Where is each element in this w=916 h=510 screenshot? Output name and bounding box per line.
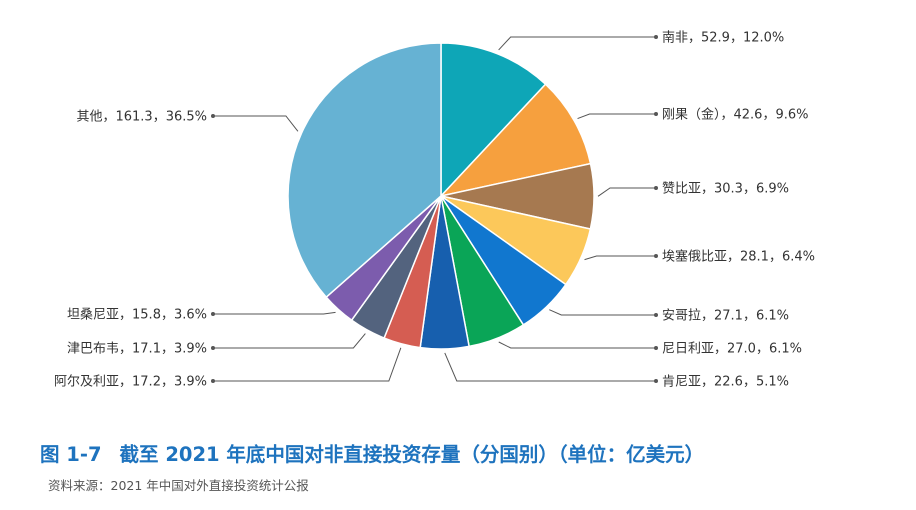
leader-line-1 <box>498 36 656 51</box>
leader-line-10 <box>213 311 336 315</box>
slice-label-3: 赞比亚，30.3，6.9% <box>662 182 789 197</box>
slice-label-11: 其他，161.3，36.5% <box>76 110 207 125</box>
leader-dot-11 <box>211 114 215 118</box>
figure-source: 资料来源：2021 年中国对外直接投资统计公报 <box>48 478 309 493</box>
slice-label-2: 刚果（金），42.6，9.6% <box>662 107 808 123</box>
leader-line-11 <box>213 115 299 132</box>
leader-line-6 <box>498 341 656 349</box>
slice-label-7: 肯尼亚，22.6，5.1% <box>662 375 789 390</box>
leader-line-5 <box>549 309 656 316</box>
slice-label-6: 尼日利亚，27.0，6.1% <box>662 342 802 357</box>
leader-dot-7 <box>654 379 658 383</box>
pie-slice-11 <box>287 42 442 299</box>
pie-slices <box>287 42 595 350</box>
pie-slice-2 <box>438 83 592 198</box>
leader-dot-1 <box>654 35 658 39</box>
figure-number: 图 1-7 <box>40 443 102 466</box>
figure-title: 截至 2021 年底中国对非直接投资存量（分国别）（单位：亿美元） <box>119 443 705 466</box>
leader-line-9 <box>213 333 366 349</box>
leader-dot-4 <box>654 254 658 258</box>
leader-line-8 <box>213 347 402 382</box>
leader-line-4 <box>584 255 656 261</box>
leader-lines <box>211 35 658 383</box>
leader-dot-3 <box>654 186 658 190</box>
leader-line-2 <box>577 113 656 120</box>
leader-dot-8 <box>211 379 215 383</box>
slice-label-5: 安哥拉，27.1，6.1% <box>662 309 789 324</box>
slice-label-4: 埃塞俄比亚，28.1，6.4% <box>662 249 815 265</box>
pie-slice-1 <box>440 42 547 198</box>
leader-dot-5 <box>654 313 658 317</box>
pie-chart: 南非，52.9，12.0% 刚果（金），42.6，9.6% 赞比亚，30.3，6.9… <box>54 30 815 390</box>
leader-line-3 <box>597 187 656 197</box>
leader-dot-9 <box>211 346 215 350</box>
slice-label-10: 坦桑尼亚，15.8，3.6% <box>67 308 207 323</box>
slice-label-8: 阿尔及利亚，17.2，3.9% <box>54 375 207 390</box>
slice-labels: 南非，52.9，12.0% 刚果（金），42.6，9.6% 赞比亚，30.3，6.9… <box>54 30 815 390</box>
leader-line-7 <box>444 352 656 382</box>
slice-label-1: 南非，52.9，12.0% <box>662 30 784 46</box>
leader-dot-6 <box>654 346 658 350</box>
figure-caption: 图 1-7 截至 2021 年底中国对非直接投资存量（分国别）（单位：亿美元） <box>40 438 704 467</box>
slice-label-9: 津巴布韦，17.1，3.9% <box>67 342 207 357</box>
leader-dot-2 <box>654 112 658 116</box>
leader-dot-10 <box>211 312 215 316</box>
